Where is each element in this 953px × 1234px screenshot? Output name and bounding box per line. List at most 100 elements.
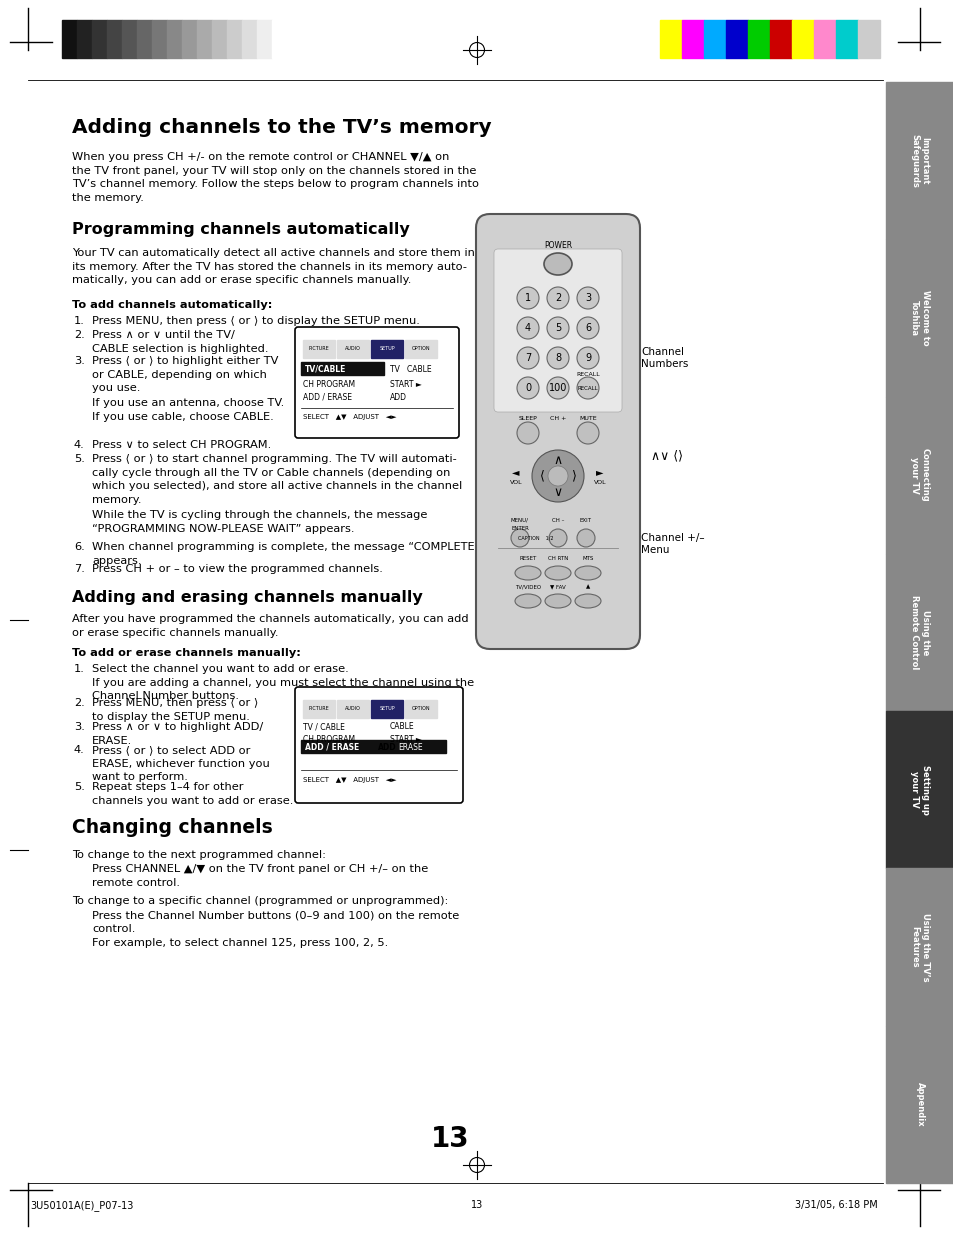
Text: 13: 13: [430, 1125, 469, 1153]
Text: Press ⟨ or ⟩ to start channel programming. The TV will automati-
cally cycle thr: Press ⟨ or ⟩ to start channel programmin…: [91, 454, 462, 505]
Circle shape: [546, 378, 568, 399]
Text: ▲: ▲: [585, 585, 590, 590]
Bar: [747, 20, 769, 58]
Bar: [659, 20, 681, 58]
Text: If you use an antenna, choose TV.: If you use an antenna, choose TV.: [91, 399, 284, 408]
Bar: [681, 20, 703, 58]
Bar: [137, 20, 152, 58]
Text: To add or erase channels manually:: To add or erase channels manually:: [71, 648, 300, 658]
Text: ADD / ERASE: ADD / ERASE: [305, 743, 359, 752]
Bar: [303, 341, 335, 358]
Text: Repeat steps 1–4 for other
channels you want to add or erase.: Repeat steps 1–4 for other channels you …: [91, 782, 294, 806]
Text: PICTURE: PICTURE: [309, 347, 329, 352]
Text: To change to the next programmed channel:: To change to the next programmed channel…: [71, 850, 326, 860]
Bar: [791, 20, 813, 58]
Text: ▼ FAV: ▼ FAV: [550, 585, 565, 590]
Text: Setting up
your TV: Setting up your TV: [909, 765, 929, 814]
Text: RECALL: RECALL: [578, 385, 598, 390]
Text: While the TV is cycling through the channels, the message: While the TV is cycling through the chan…: [91, 510, 427, 520]
Circle shape: [546, 317, 568, 339]
Text: ⟩: ⟩: [571, 469, 576, 482]
Text: TV / CABLE: TV / CABLE: [303, 722, 345, 731]
Circle shape: [517, 288, 538, 308]
Bar: [196, 20, 212, 58]
Text: Press CH + or – to view the programmed channels.: Press CH + or – to view the programmed c…: [91, 564, 382, 574]
Text: 4: 4: [524, 323, 531, 333]
Text: ∨: ∨: [553, 485, 562, 499]
Text: 13: 13: [471, 1199, 482, 1211]
Text: SETUP: SETUP: [378, 347, 395, 352]
Circle shape: [517, 347, 538, 369]
Text: ►: ►: [596, 466, 603, 478]
Text: VOL: VOL: [509, 480, 521, 485]
Text: Using the TV’s
Features: Using the TV’s Features: [909, 913, 929, 981]
Text: 8: 8: [555, 353, 560, 363]
Text: ∧∨ ⟨⟩: ∧∨ ⟨⟩: [650, 449, 682, 463]
Text: SELECT   ▲▼   ADJUST   ◄►: SELECT ▲▼ ADJUST ◄►: [303, 413, 396, 420]
Text: Adding channels to the TV’s memory: Adding channels to the TV’s memory: [71, 118, 491, 137]
Ellipse shape: [515, 566, 540, 580]
Text: After you have programmed the channels automatically, you can add
or erase speci: After you have programmed the channels a…: [71, 615, 468, 638]
FancyBboxPatch shape: [476, 213, 639, 649]
Text: When you press CH +/- on the remote control or CHANNEL ▼/▲ on
the TV front panel: When you press CH +/- on the remote cont…: [71, 152, 478, 202]
Circle shape: [577, 378, 598, 399]
Text: Menu: Menu: [522, 545, 669, 555]
Text: Press ∧ or ∨ to highlight ADD/
ERASE.: Press ∧ or ∨ to highlight ADD/ ERASE.: [91, 722, 263, 745]
FancyBboxPatch shape: [494, 249, 621, 412]
Text: Using the
Remote Control: Using the Remote Control: [909, 595, 929, 670]
Text: If you use cable, choose CABLE.: If you use cable, choose CABLE.: [91, 412, 274, 422]
Bar: [336, 700, 369, 718]
Text: 0: 0: [524, 383, 531, 392]
Text: 1.: 1.: [74, 316, 85, 326]
Circle shape: [577, 529, 595, 547]
Bar: [91, 20, 107, 58]
Text: SETUP: SETUP: [378, 707, 395, 712]
Bar: [301, 740, 446, 753]
Text: Select the channel you want to add or erase.
If you are adding a channel, you mu: Select the channel you want to add or er…: [91, 664, 474, 701]
Text: CH PROGRAM: CH PROGRAM: [303, 380, 355, 389]
Text: ENTER: ENTER: [511, 527, 528, 532]
Text: 1.: 1.: [74, 664, 85, 674]
Text: Press ∧ or ∨ until the TV/
CABLE selection is highlighted.: Press ∧ or ∨ until the TV/ CABLE selecti…: [91, 329, 268, 354]
Text: 7.: 7.: [74, 564, 85, 574]
Text: TV   CABLE: TV CABLE: [390, 364, 431, 374]
Circle shape: [546, 347, 568, 369]
Text: START ►: START ►: [390, 380, 421, 389]
Text: ⟨: ⟨: [539, 469, 544, 482]
Text: CH PROGRAM: CH PROGRAM: [303, 735, 355, 744]
FancyBboxPatch shape: [294, 687, 462, 803]
Bar: [371, 700, 402, 718]
Bar: [885, 554, 953, 711]
Bar: [301, 362, 384, 375]
Circle shape: [517, 317, 538, 339]
Text: Changing channels: Changing channels: [71, 818, 273, 837]
Text: 3.: 3.: [74, 722, 85, 732]
Text: 3U50101A(E)_P07-13: 3U50101A(E)_P07-13: [30, 1199, 133, 1211]
Text: “PROGRAMMING NOW-PLEASE WAIT” appears.: “PROGRAMMING NOW-PLEASE WAIT” appears.: [91, 524, 355, 534]
Bar: [371, 341, 402, 358]
Text: AUDIO: AUDIO: [345, 707, 360, 712]
Text: 5.: 5.: [74, 782, 85, 792]
Circle shape: [532, 450, 583, 502]
Text: Press ⟨ or ⟩ to select ADD or
ERASE, whichever function you
want to perform.: Press ⟨ or ⟩ to select ADD or ERASE, whi…: [91, 745, 270, 782]
Text: control.: control.: [91, 924, 135, 934]
Text: 6: 6: [584, 323, 591, 333]
Text: CAPTION    1/2: CAPTION 1/2: [517, 536, 553, 540]
Bar: [182, 20, 196, 58]
Text: AUDIO: AUDIO: [345, 347, 360, 352]
Text: RECALL: RECALL: [576, 373, 599, 378]
Circle shape: [546, 288, 568, 308]
Text: Adding and erasing channels manually: Adding and erasing channels manually: [71, 590, 422, 605]
Text: POWER: POWER: [543, 242, 572, 251]
Bar: [62, 20, 77, 58]
Bar: [885, 81, 953, 239]
Bar: [885, 396, 953, 554]
Text: When channel programming is complete, the message “COMPLETED”
appears.: When channel programming is complete, th…: [91, 542, 488, 565]
Bar: [212, 20, 227, 58]
Text: ◄: ◄: [512, 466, 519, 478]
Text: OPTION: OPTION: [412, 707, 430, 712]
Text: remote control.: remote control.: [91, 879, 180, 888]
Text: Press CHANNEL ▲/▼ on the TV front panel or CH +/– on the: Press CHANNEL ▲/▼ on the TV front panel …: [91, 864, 428, 874]
Ellipse shape: [544, 566, 571, 580]
Text: Your TV can automatically detect all active channels and store them in
its memor: Your TV can automatically detect all act…: [71, 248, 475, 285]
